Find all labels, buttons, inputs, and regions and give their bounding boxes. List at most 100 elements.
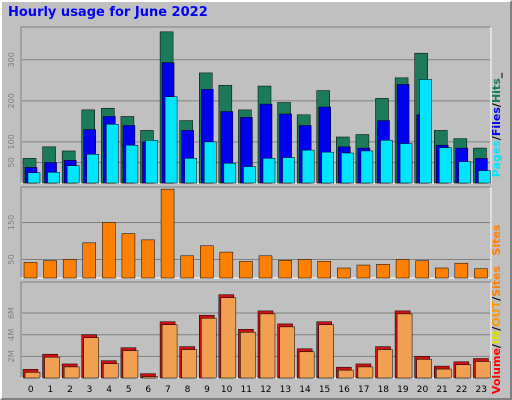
bar-sites-10 [219,251,234,279]
x-tick-label-11: 11 [240,385,251,395]
legend-pages-files-hits-part: _ [490,72,503,78]
panel-hits: 50 100 200 300 [7,26,492,184]
legend-volume-in-out-sites-part: Volume [490,348,503,394]
bar-sites-16 [337,267,351,279]
bar-pages-7 [164,96,178,184]
chart-title: Hourly usage for June 2022 [8,5,208,20]
bar-pages-5 [125,144,139,184]
x-tick-label-4: 4 [106,385,112,395]
bar-volume-20 [416,359,432,379]
x-tick-label-9: 9 [204,385,210,395]
bar-sites-18 [376,264,390,279]
bar-sites-0 [23,262,38,279]
y-tick-label: 4M [7,329,16,341]
bar-volume-22 [455,364,472,379]
x-tick-label-21: 21 [436,385,447,395]
bar-pages-8 [184,158,197,184]
legend-volume-in-out-sites-part: Sites [490,265,503,296]
y-tick-label: 2M [7,350,16,362]
bar-sites-5 [121,233,136,279]
bar-sites-17 [356,264,371,279]
x-tick-label-6: 6 [145,385,151,395]
x-tick-label-13: 13 [280,385,291,395]
x-tick-label-7: 7 [165,385,171,395]
bar-volume-21 [436,368,452,379]
bar-sites-14 [297,259,312,279]
x-tick-label-15: 15 [319,385,330,395]
bar-pages-1 [47,172,60,184]
legend-pages-files-hits-part: Hits [490,78,503,103]
x-tick-label-19: 19 [397,385,409,395]
bar-pages-11 [243,166,256,184]
legend-pages-files-hits: Pages/Files/Hits_ [490,72,503,177]
bar-pages-22 [458,161,472,184]
bar-pages-13 [282,157,295,184]
x-tick-label-1: 1 [48,385,54,395]
bar-volume-0 [24,372,41,379]
x-tick-label-10: 10 [221,385,233,395]
bar-sites-2 [62,259,77,279]
bar-pages-20 [419,79,432,184]
legend-volume-in-out-sites: Volume/IN/OUT/Sites [490,265,503,394]
bar-pages-0 [27,172,41,184]
bar-sites-6 [141,239,155,279]
legend-sites: Sites [490,224,503,255]
bar-sites-12 [258,255,273,279]
bar-pages-18 [380,140,393,184]
bar-volume-15 [318,324,334,379]
x-tick-label-12: 12 [260,385,271,395]
bar-volume-5 [122,350,139,379]
legend-volume-in-out-sites-part: / [490,296,503,301]
x-tick-label-3: 3 [87,385,93,395]
bar-pages-12 [262,158,276,184]
bar-volume-1 [44,356,60,379]
bar-pages-2 [66,165,80,184]
bar-sites-23 [474,268,488,279]
bar-sites-8 [180,255,194,279]
legend-volume-in-out-sites-part: OUT [490,300,503,326]
bar-volume-8 [181,349,197,379]
x-tick-label-0: 0 [28,385,34,395]
bar-volume-18 [377,349,393,379]
x-tick-label-14: 14 [299,385,311,395]
bar-pages-19 [399,143,413,184]
bar-volume-16 [338,369,354,379]
x-tick-label-20: 20 [417,385,429,395]
x-axis-labels: 0 1 2 3 4 5 6 7 8 9 10 11 12 13 14 15 16 17 18 19 20 21 22 23 [28,385,487,395]
y-tick-label: 50 [7,157,16,167]
bar-pages-14 [301,149,315,184]
bar-sites-13 [278,259,292,279]
bar-volume-10 [220,297,237,379]
bar-volume-4 [103,363,119,379]
bar-volume-11 [240,332,256,379]
bar-pages-21 [439,147,452,184]
bar-pages-9 [204,141,217,184]
legend-pages-files-hits-part: Files [490,107,503,137]
panel-volume: 2M 4M 6M [7,281,492,379]
legend-volume-in-out-sites-part: IN [490,331,503,344]
plot-area [21,187,491,278]
legend-sites-part: Sites [490,224,503,255]
x-tick-label-22: 22 [456,385,467,395]
legend-volume-in-out-sites-part: / [490,343,503,348]
bar-sites-21 [435,267,449,279]
bar-sites-1 [43,260,57,279]
bar-sites-3 [82,242,96,279]
legend-pages-files-hits-part: Pages [490,140,503,178]
bar-volume-14 [298,351,315,379]
bar-sites-15 [317,261,331,279]
x-tick-label-18: 18 [378,385,390,395]
bar-pages-15 [321,151,334,184]
bar-volume-19 [396,313,413,379]
bar-volume-2 [63,366,80,379]
bar-pages-6 [145,140,158,184]
x-tick-label-17: 17 [358,385,369,395]
bar-sites-9 [200,245,214,279]
legend-volume-in-out-sites-part: / [490,326,503,331]
bar-volume-7 [161,324,178,379]
x-tick-label-2: 2 [67,385,73,395]
bar-sites-11 [239,261,253,279]
bar-volume-13 [279,326,295,379]
bar-sites-22 [454,262,469,279]
x-tick-label-16: 16 [338,385,350,395]
